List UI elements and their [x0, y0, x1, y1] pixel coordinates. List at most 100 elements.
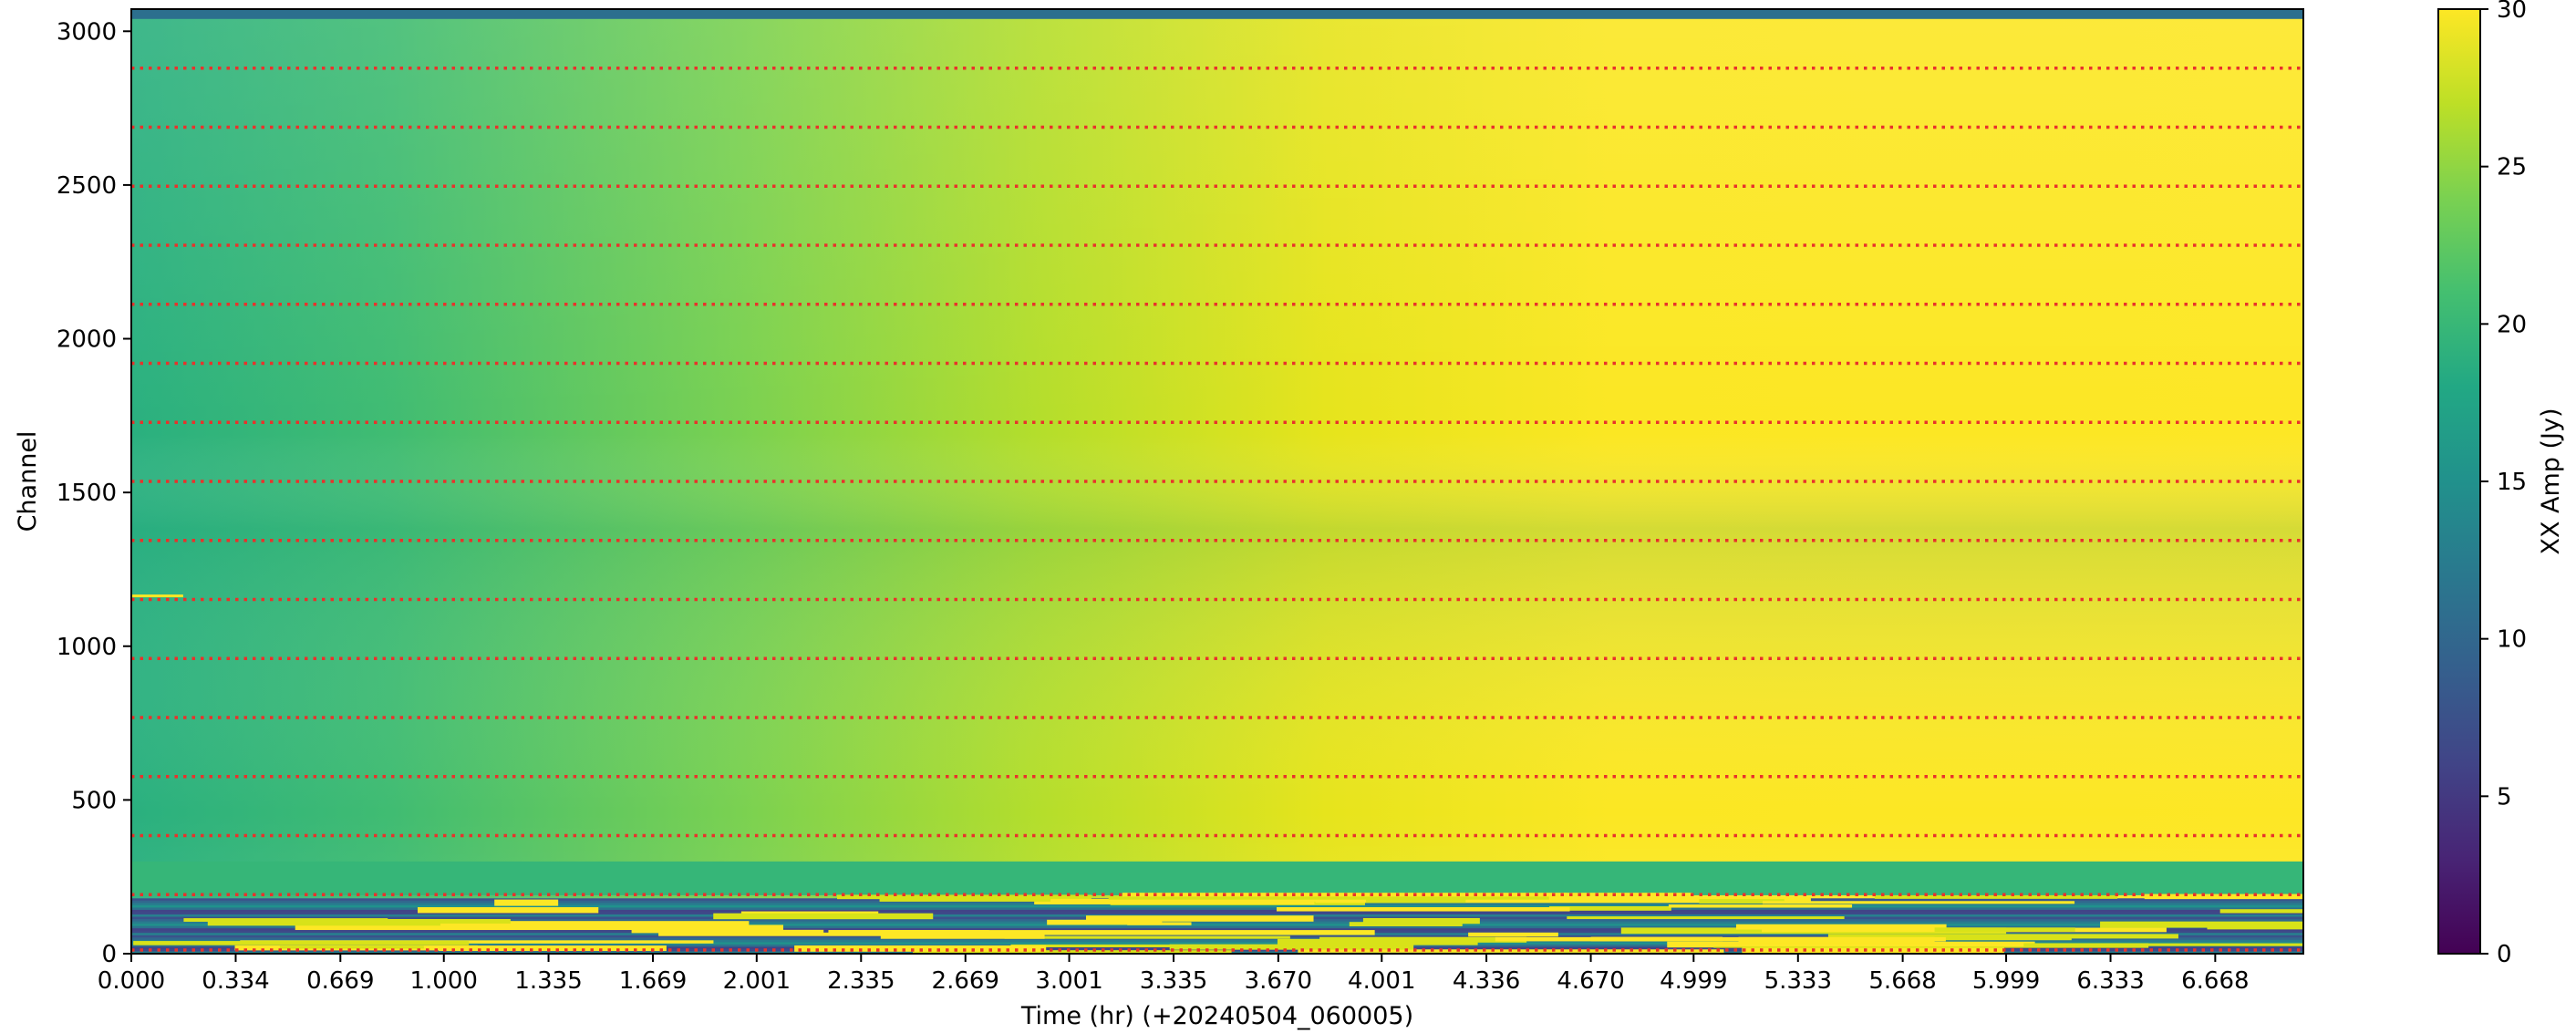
rfi-streak [1127, 922, 1192, 925]
plot-frame [130, 8, 2304, 955]
x-tick-label: 6.668 [2181, 967, 2249, 995]
x-tick-label: 0.334 [202, 967, 269, 995]
rfi-streak [1034, 898, 1315, 905]
rfi-row [131, 924, 2303, 927]
rfi-streak [1874, 895, 2118, 899]
rfi-streak [1935, 936, 2072, 941]
rfi-streak [1349, 922, 1463, 926]
y-tick-label: 2500 [57, 172, 117, 200]
rfi-streak [1762, 901, 2075, 904]
x-tick-label: 4.999 [1660, 967, 1727, 995]
x-tick-label: 1.335 [514, 967, 582, 995]
x-tick-label: 3.001 [1035, 967, 1102, 995]
rfi-streak [1934, 927, 2075, 932]
x-tick-label: 2.669 [932, 967, 999, 995]
rfi-row [131, 925, 2303, 929]
x-tick-label: 3.670 [1245, 967, 1312, 995]
rfi-streak [2100, 921, 2303, 928]
rfi-row [131, 928, 2303, 932]
heatmap-low-channel-rfi-band [131, 594, 2303, 954]
x-axis: 0.000 0.334 0.669 1.000 1.335 1.669 2.001 2.335… [98, 954, 2250, 995]
rfi-streak [1827, 934, 2178, 939]
rfi-row [131, 904, 2303, 908]
rfi-streak [1010, 944, 1172, 948]
rfi-streak [1495, 936, 1946, 942]
rfi-row [131, 942, 2303, 945]
rfi-streak [245, 919, 511, 924]
rfi-streak [879, 898, 1051, 902]
rfi-streak [1277, 907, 1570, 912]
x-tick-label: 4.001 [1348, 967, 1415, 995]
rfi-streak [2219, 909, 2303, 914]
rfi-streak [279, 945, 424, 949]
rfi-streak [1699, 899, 1785, 904]
rfi-row [131, 909, 2303, 913]
x-tick-label: 5.999 [1972, 967, 2040, 995]
x-tick-label: 5.668 [1868, 967, 1936, 995]
rfi-streak [1277, 938, 1478, 945]
rfi-streak [1735, 924, 1947, 930]
rfi-row [131, 939, 2303, 943]
rfi-row [131, 937, 2303, 941]
rfi-streak [1108, 896, 1549, 900]
rfi-streak [1562, 893, 1692, 896]
rfi-streak [131, 594, 183, 598]
x-tick-label: 1.669 [619, 967, 687, 995]
colorbar-label: XX Amp (Jy) [2537, 408, 2565, 554]
rfi-streak [713, 913, 934, 920]
rfi-streak [240, 940, 714, 944]
rfi-streak [1362, 917, 1480, 925]
colorbar-gradient [2437, 8, 2481, 955]
x-axis-label: Time (hr) (+20240504_060005) [1020, 1002, 1413, 1030]
rfi-streak [1047, 919, 1163, 925]
rfi-transition-band [131, 861, 2303, 895]
x-tick-label: 0.000 [98, 967, 165, 995]
rfi-streak [913, 950, 1232, 954]
colorbar-tick-label: 0 [2497, 941, 2512, 968]
x-tick-label: 2.001 [723, 967, 791, 995]
rfi-streak [1169, 944, 1414, 950]
rfi-streak [1468, 932, 1558, 937]
rfi-streak [880, 934, 1045, 939]
rfi-streak [1549, 906, 1671, 911]
y-tick-label: 500 [71, 787, 117, 814]
rfi-streak [1004, 935, 1290, 939]
rfi-streak [1085, 915, 1314, 922]
colorbar-tick-label: 20 [2497, 311, 2527, 338]
x-tick-label: 5.333 [1764, 967, 1832, 995]
x-tick-label: 6.333 [2076, 967, 2144, 995]
y-tick-label: 3000 [57, 18, 117, 46]
rfi-streak [1567, 916, 1845, 920]
rfi-streak [885, 930, 1375, 935]
rfi-streak [1703, 943, 2024, 947]
x-tick-label: 0.669 [306, 967, 374, 995]
x-tick-label: 4.336 [1453, 967, 1520, 995]
rfi-row [131, 907, 2303, 911]
x-tick-label: 3.335 [1140, 967, 1207, 995]
heatmap-top-band-edge [131, 9, 2303, 19]
colorbar-tick-label: 5 [2497, 783, 2512, 811]
rfi-streak [1365, 898, 1466, 904]
x-tick-label: 2.335 [827, 967, 895, 995]
colorbar: 0 5 10 15 20 25 30 XX Amp (Jy) [2437, 0, 2565, 968]
rfi-streak [439, 945, 667, 952]
rfi-row [131, 912, 2303, 915]
rfi-streak [2144, 894, 2303, 900]
rfi-streak [302, 921, 750, 925]
colorbar-tick-label: 15 [2497, 469, 2527, 496]
colorbar-tick-label: 25 [2497, 154, 2527, 181]
y-tick-label: 1000 [57, 634, 117, 661]
rfi-row [131, 921, 2303, 925]
colorbar-tick-label: 10 [2497, 626, 2527, 654]
rfi-streak [133, 941, 470, 945]
rfi-streak [417, 907, 599, 914]
x-tick-label: 1.000 [410, 967, 478, 995]
rfi-streak [1315, 897, 1811, 904]
x-tick-label: 4.670 [1557, 967, 1624, 995]
rfi-streak [1668, 904, 1853, 908]
y-tick-label: 1500 [57, 480, 117, 507]
rfi-streak [658, 932, 950, 936]
colorbar-ticks: 0 5 10 15 20 25 30 [2480, 0, 2527, 968]
y-tick-label: 0 [101, 941, 117, 968]
